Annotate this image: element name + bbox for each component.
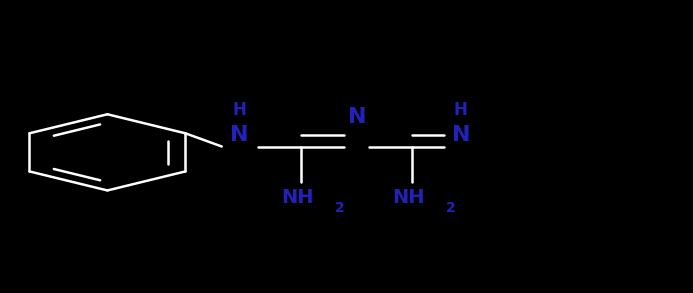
Text: H: H xyxy=(454,101,468,119)
Text: H: H xyxy=(232,101,246,119)
Text: N: N xyxy=(452,125,470,145)
Text: 2: 2 xyxy=(446,201,455,215)
Text: N: N xyxy=(348,107,366,127)
Text: N: N xyxy=(230,125,248,145)
Text: NH: NH xyxy=(282,188,314,207)
Text: 2: 2 xyxy=(335,201,344,215)
Text: NH: NH xyxy=(393,188,425,207)
